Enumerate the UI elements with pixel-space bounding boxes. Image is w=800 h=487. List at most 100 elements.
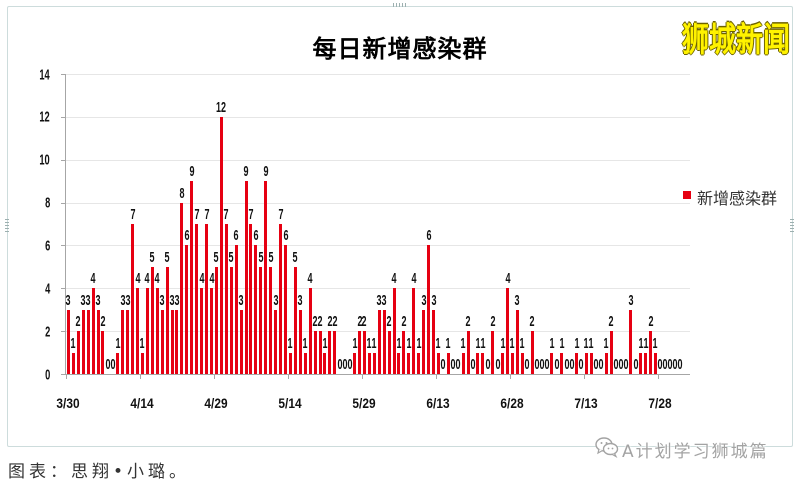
data-label: 9: [243, 163, 249, 181]
data-label: 6: [426, 227, 432, 245]
data-label: 1: [435, 334, 441, 352]
data-label: 0: [657, 356, 663, 373]
data-label: 9: [189, 163, 195, 181]
bar: [195, 224, 199, 374]
data-label: 1: [139, 334, 145, 352]
bar: [269, 266, 273, 374]
bar: [653, 352, 657, 374]
bar: [649, 331, 653, 374]
bar: [234, 245, 238, 374]
data-label: 1: [500, 334, 506, 352]
x-tick-mark: [435, 374, 437, 379]
data-label: 0: [534, 356, 540, 373]
bar: [190, 181, 194, 374]
bar: [140, 352, 144, 374]
footer-watermark: A计划学习狮城篇: [622, 442, 769, 462]
y-tick-mark: [61, 116, 66, 118]
data-label: 5: [268, 248, 274, 266]
data-label: 7: [278, 206, 284, 223]
bar: [407, 352, 411, 374]
data-label: 0: [544, 356, 550, 373]
data-label: 1: [519, 334, 525, 352]
data-label: 12: [216, 98, 227, 116]
bar: [387, 331, 391, 374]
data-label: 1: [352, 334, 358, 352]
bar: [175, 309, 179, 374]
data-label: 0: [347, 356, 353, 373]
bar: [274, 309, 278, 374]
data-label: 0: [598, 356, 604, 373]
bar: [259, 266, 263, 374]
data-label: 3: [628, 291, 634, 309]
y-tick-label: 6: [44, 237, 50, 255]
data-label: 2: [361, 313, 367, 331]
bar: [402, 331, 406, 374]
bar: [165, 266, 169, 374]
y-tick-mark: [61, 331, 66, 333]
bar: [362, 331, 366, 374]
bar: [308, 288, 312, 374]
bar: [249, 224, 253, 374]
x-tick-mark: [66, 374, 67, 379]
bar: [91, 288, 95, 374]
data-label: 4: [504, 270, 511, 288]
x-tick-label: 6/13: [426, 395, 451, 411]
y-tick-label: 14: [39, 66, 50, 83]
data-label: 4: [209, 270, 215, 288]
data-label: 1: [652, 334, 658, 352]
data-label: 3: [421, 291, 427, 309]
bar: [303, 352, 307, 374]
resize-handle-top[interactable]: [393, 3, 407, 7]
data-label: 3: [120, 291, 126, 309]
y-tick-label: 8: [44, 194, 50, 212]
x-tick-label: 6/28: [500, 395, 525, 411]
bar: [506, 288, 509, 374]
data-label: 3: [65, 291, 71, 309]
data-label: 3: [273, 291, 279, 309]
bar: [392, 288, 396, 374]
resize-handle-left[interactable]: [5, 219, 9, 233]
bar: [412, 288, 416, 374]
data-label: 1: [460, 334, 466, 352]
bar: [126, 309, 130, 374]
bar: [550, 352, 554, 374]
bar: [461, 352, 465, 374]
bar: [575, 352, 579, 374]
bar: [481, 352, 485, 374]
data-label: 6: [283, 227, 289, 245]
bar: [264, 181, 268, 374]
y-tick-mark: [61, 74, 66, 75]
data-label: 5: [228, 248, 234, 266]
bar: [298, 309, 302, 374]
bar: [436, 352, 440, 374]
data-label: 1: [643, 334, 649, 352]
resize-handle-right[interactable]: [790, 219, 794, 233]
data-label: 3: [159, 291, 165, 309]
brand-watermark: 狮城新闻: [682, 20, 790, 60]
bar: [560, 352, 564, 374]
data-label: 0: [569, 356, 575, 373]
data-label: 6: [233, 227, 239, 245]
bar: [358, 331, 361, 374]
bar: [510, 352, 514, 374]
y-tick-mark: [61, 288, 66, 290]
data-label: 2: [100, 313, 106, 331]
data-label: 0: [485, 356, 491, 373]
bar: [71, 352, 75, 374]
legend-swatch-icon: [683, 191, 691, 199]
data-label: 0: [105, 356, 111, 373]
gridline: [66, 245, 690, 247]
data-label: 2: [465, 313, 471, 331]
bar: [584, 352, 588, 374]
gridline: [66, 74, 690, 75]
data-label: 3: [430, 291, 437, 309]
data-label: 1: [396, 334, 402, 352]
data-label: 3: [514, 291, 520, 309]
figure-caption: 图表：思翔•小璐。: [8, 462, 191, 482]
x-tick-mark: [139, 374, 141, 379]
x-tick-mark: [287, 374, 289, 379]
bar: [589, 352, 593, 374]
y-axis-line: [65, 74, 66, 375]
x-tick-mark: [213, 374, 215, 379]
